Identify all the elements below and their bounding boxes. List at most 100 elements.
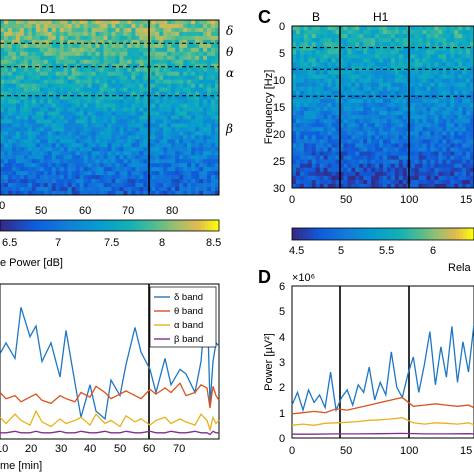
heatmap-cell xyxy=(67,183,73,188)
heatmap-cell xyxy=(450,82,455,88)
heatmap-cell xyxy=(123,95,128,100)
heatmap-cell xyxy=(143,83,148,89)
heatmap-cell xyxy=(179,159,184,164)
heatmap-cell xyxy=(462,62,467,67)
heatmap-cell xyxy=(458,62,463,67)
heatmap-cell xyxy=(470,151,474,156)
heatmap-cell xyxy=(187,51,192,57)
heatmap-cell xyxy=(466,127,471,132)
heatmap-cell xyxy=(398,58,404,63)
heatmap-cell xyxy=(311,175,317,181)
heatmap-cell xyxy=(111,63,116,69)
heatmap-cell xyxy=(359,119,364,124)
heatmap-cell xyxy=(335,143,340,148)
heatmap-cell xyxy=(163,59,168,65)
heatmap-cell xyxy=(91,111,96,116)
colorbar-step xyxy=(463,228,468,240)
heatmap-cell xyxy=(123,147,128,152)
heatmap-cell xyxy=(19,167,25,172)
heatmap-cell xyxy=(107,39,112,45)
heatmap-cell xyxy=(31,79,37,85)
heatmap-cell xyxy=(163,83,168,89)
heatmap-cell xyxy=(394,171,400,177)
heatmap-cell xyxy=(355,62,360,67)
heatmap-cell xyxy=(195,107,200,112)
heatmap-cell xyxy=(410,86,416,92)
heatmap-cell xyxy=(127,87,132,92)
heatmap-cell xyxy=(103,83,108,89)
heatmap-cell xyxy=(292,94,297,100)
heatmap-cell xyxy=(179,39,184,45)
heatmap-cell xyxy=(11,99,17,104)
heatmap-cell xyxy=(183,191,188,196)
heatmap-cell xyxy=(63,55,69,61)
heatmap-cell xyxy=(163,67,168,73)
heatmap-cell xyxy=(175,83,180,89)
heatmap-cell xyxy=(458,90,463,96)
heatmap-cell xyxy=(323,26,329,31)
heatmap-cell xyxy=(466,86,471,92)
heatmap-cell xyxy=(83,103,88,108)
heatmap-cell xyxy=(211,143,216,148)
heatmap-cell xyxy=(446,26,451,31)
heatmap-cell xyxy=(426,50,431,55)
heatmap-cell xyxy=(59,87,65,92)
heatmap-cell xyxy=(59,39,65,45)
heatmap-cell xyxy=(331,107,336,112)
heatmap-cell xyxy=(199,31,204,37)
heatmap-cell xyxy=(47,155,53,160)
heatmap-cell xyxy=(11,123,17,128)
heatmap-cell xyxy=(343,175,348,181)
heatmap-cell xyxy=(163,27,168,33)
heatmap-cell xyxy=(103,151,108,156)
heatmap-cell xyxy=(71,75,77,81)
heatmap-cell xyxy=(3,95,9,100)
heatmap-cell xyxy=(51,131,57,136)
heatmap-cell xyxy=(418,139,423,144)
heatmap-cell xyxy=(327,155,332,161)
heatmap-cell xyxy=(207,107,212,112)
heatmap-cell xyxy=(187,143,192,148)
heatmap-cell xyxy=(123,99,128,104)
heatmap-cell xyxy=(23,55,29,61)
heatmap-cell xyxy=(123,111,128,116)
heatmap-cell xyxy=(75,75,81,81)
heatmap-cell xyxy=(11,87,17,92)
heatmap-cell xyxy=(163,139,168,144)
heatmap-cell xyxy=(375,107,380,112)
colorbar-step xyxy=(361,228,366,240)
heatmap-cell xyxy=(343,38,348,43)
heatmap-cell xyxy=(71,123,77,128)
heatmap-cell xyxy=(31,167,37,172)
heatmap-cell xyxy=(135,67,140,73)
heatmap-cell xyxy=(119,95,124,100)
heatmap-cell xyxy=(135,111,140,116)
heatmap-cell xyxy=(95,119,100,124)
heatmap-cell xyxy=(87,59,92,65)
heatmap-cell xyxy=(39,67,45,73)
heatmap-cell xyxy=(51,103,57,108)
heatmap-cell xyxy=(303,34,309,39)
heatmap-cell xyxy=(155,95,160,100)
heatmap-cell xyxy=(295,90,301,96)
heatmap-cell xyxy=(466,34,471,39)
heatmap-cell xyxy=(67,143,73,148)
heatmap-cell xyxy=(211,35,216,41)
heatmap-cell xyxy=(187,75,192,81)
heatmap-cell xyxy=(339,70,344,75)
heatmap-cell xyxy=(115,39,120,45)
heatmap-cell xyxy=(47,83,53,89)
heatmap-cell xyxy=(335,62,340,67)
heatmap-cell xyxy=(115,163,120,168)
heatmap-cell xyxy=(99,115,104,120)
heatmap-cell xyxy=(123,191,128,196)
heatmap-cell xyxy=(63,103,69,108)
heatmap-cell xyxy=(458,38,463,43)
heatmap-cell xyxy=(211,47,216,53)
heatmap-cell xyxy=(167,20,172,25)
heatmap-cell xyxy=(51,179,57,184)
heatmap-cell xyxy=(422,38,427,43)
colorbar-step xyxy=(40,220,45,231)
heatmap-cell xyxy=(55,127,61,132)
heatmap-cell xyxy=(7,127,13,132)
